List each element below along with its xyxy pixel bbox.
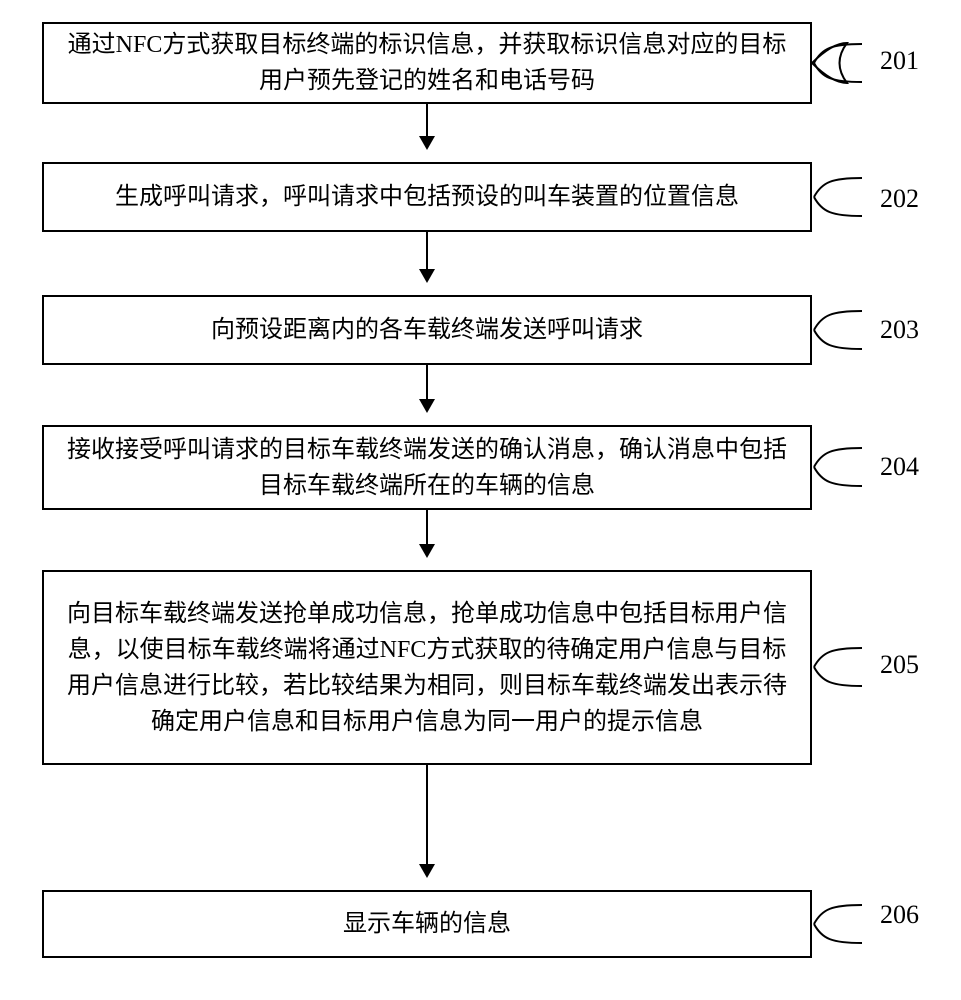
- step-text: 通过NFC方式获取目标终端的标识信息，并获取标识信息对应的目标用户预先登记的姓名…: [64, 27, 790, 99]
- step-text: 生成呼叫请求，呼叫请求中包括预设的叫车装置的位置信息: [115, 179, 739, 215]
- curve-206: [812, 901, 872, 947]
- step-text: 向目标车载终端发送抢单成功信息，抢单成功信息中包括目标用户信息，以使目标车载终端…: [64, 596, 790, 740]
- arrow-1: [426, 104, 428, 148]
- step-label-201: 201: [880, 46, 919, 76]
- curve-203: [812, 307, 872, 353]
- step-label-203: 203: [880, 315, 919, 345]
- step-label-202: 202: [880, 184, 919, 214]
- step-label-205: 205: [880, 650, 919, 680]
- arrow-4: [426, 510, 428, 556]
- curve-201: [812, 40, 872, 86]
- step-box-203: 向预设距离内的各车载终端发送呼叫请求: [42, 295, 812, 365]
- arrow-5: [426, 765, 428, 876]
- step-box-204: 接收接受呼叫请求的目标车载终端发送的确认消息，确认消息中包括目标车载终端所在的车…: [42, 425, 812, 510]
- flowchart-container: 通过NFC方式获取目标终端的标识信息，并获取标识信息对应的目标用户预先登记的姓名…: [0, 0, 961, 1000]
- curve-205: [812, 644, 872, 690]
- step-box-205: 向目标车载终端发送抢单成功信息，抢单成功信息中包括目标用户信息，以使目标车载终端…: [42, 570, 812, 765]
- curve-204: [812, 444, 872, 490]
- step-box-206: 显示车辆的信息: [42, 890, 812, 958]
- arrow-3: [426, 365, 428, 411]
- curve-202: [812, 174, 872, 220]
- step-label-206: 206: [880, 900, 919, 930]
- step-text: 接收接受呼叫请求的目标车载终端发送的确认消息，确认消息中包括目标车载终端所在的车…: [64, 432, 790, 504]
- step-box-201: 通过NFC方式获取目标终端的标识信息，并获取标识信息对应的目标用户预先登记的姓名…: [42, 22, 812, 104]
- step-text: 向预设距离内的各车载终端发送呼叫请求: [211, 312, 643, 348]
- step-label-204: 204: [880, 452, 919, 482]
- arrow-2: [426, 232, 428, 281]
- step-box-202: 生成呼叫请求，呼叫请求中包括预设的叫车装置的位置信息: [42, 162, 812, 232]
- step-text: 显示车辆的信息: [343, 906, 511, 942]
